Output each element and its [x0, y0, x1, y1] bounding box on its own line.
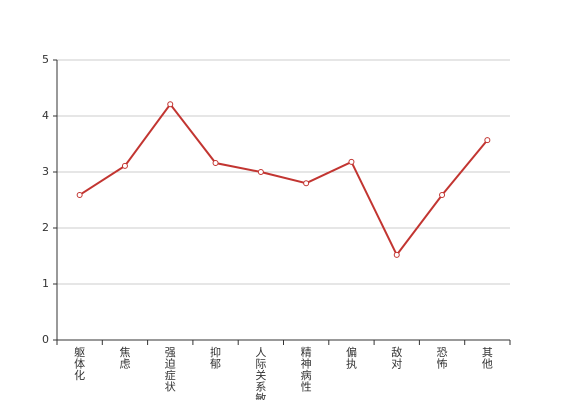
x-tick-label: 敌对: [391, 345, 402, 371]
x-tick-label: 焦虑: [119, 346, 130, 371]
y-tick-label: 5: [42, 53, 49, 66]
x-tick-label: 人际关系敏感: [255, 346, 266, 400]
x-tick-label: 其他: [482, 346, 493, 371]
point: [167, 101, 174, 108]
point: [348, 158, 355, 165]
point: [393, 251, 400, 258]
x-tick-label: 偏执: [346, 345, 357, 371]
x-tick-label: 抑郁: [210, 345, 221, 371]
y-tick-label: 0: [42, 333, 49, 346]
line: [79, 102, 489, 257]
x-tick-label: 精神病性: [301, 346, 312, 394]
x-tick-label: 恐怖: [437, 346, 448, 371]
point: [257, 169, 264, 175]
x-tick-label: 强迫症状: [165, 346, 176, 394]
point: [484, 137, 491, 144]
point: [76, 191, 83, 198]
x-tick-label: 躯体化: [74, 346, 85, 382]
point: [121, 162, 128, 169]
y-tick-label: 4: [42, 109, 49, 122]
point: [212, 160, 219, 167]
y-tick-label: 1: [42, 277, 49, 290]
y-tick-label: 2: [42, 221, 49, 234]
point: [439, 191, 446, 198]
point: [303, 180, 310, 187]
y-tick-label: 3: [42, 165, 49, 178]
